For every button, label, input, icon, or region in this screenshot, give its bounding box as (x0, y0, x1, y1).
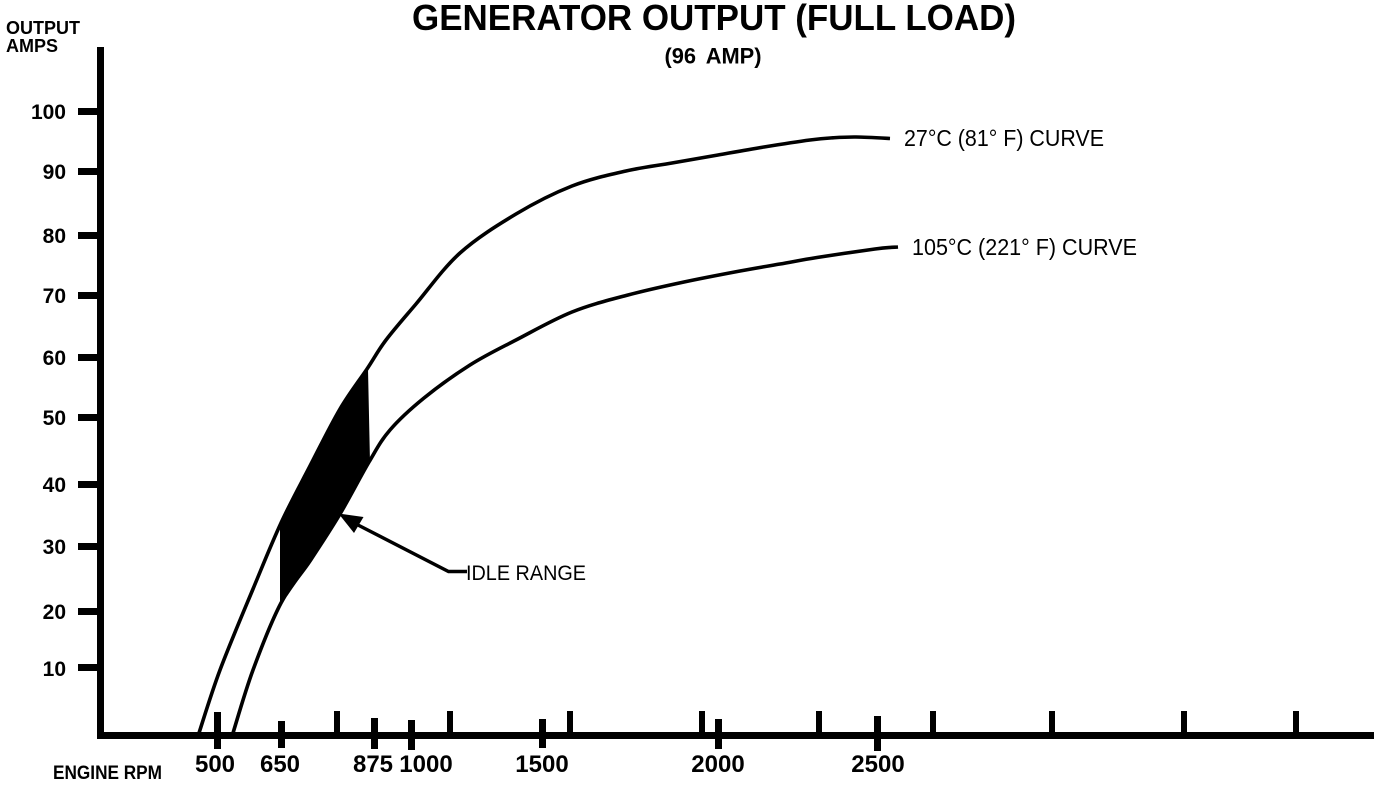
svg-text:875: 875 (353, 751, 393, 778)
svg-text:1500: 1500 (515, 751, 568, 778)
svg-text:(96 AMP): (96 AMP) (665, 44, 762, 69)
svg-text:ENGINE RPM: ENGINE RPM (53, 763, 162, 784)
svg-text:IDLE RANGE: IDLE RANGE (466, 562, 586, 585)
svg-text:20: 20 (43, 601, 66, 624)
svg-text:2000: 2000 (691, 751, 744, 778)
svg-text:10: 10 (43, 658, 66, 681)
svg-text:1000: 1000 (399, 751, 452, 778)
svg-text:AMPS: AMPS (6, 36, 58, 56)
svg-text:650: 650 (260, 751, 300, 778)
svg-text:100: 100 (31, 101, 66, 124)
svg-text:70: 70 (43, 285, 66, 308)
svg-text:80: 80 (43, 225, 66, 248)
svg-text:2500: 2500 (851, 751, 904, 778)
svg-text:50: 50 (43, 407, 66, 430)
svg-text:60: 60 (43, 347, 66, 370)
svg-text:500: 500 (195, 751, 235, 778)
svg-text:105°C (221° F) CURVE: 105°C (221° F) CURVE (912, 234, 1137, 260)
svg-text:90: 90 (43, 161, 66, 184)
svg-text:27°C (81° F) CURVE: 27°C (81° F) CURVE (904, 125, 1104, 151)
svg-text:GENERATOR OUTPUT (FULL LOAD): GENERATOR OUTPUT (FULL LOAD) (412, 0, 1016, 38)
svg-text:OUTPUT: OUTPUT (6, 18, 80, 38)
svg-text:40: 40 (43, 474, 66, 497)
svg-text:30: 30 (43, 536, 66, 559)
